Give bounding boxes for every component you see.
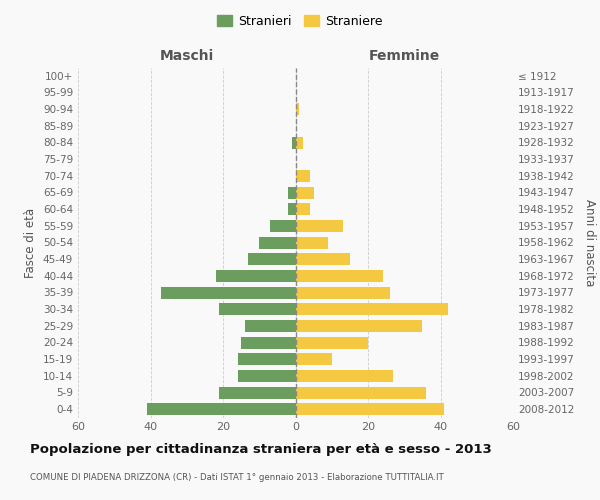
Bar [296,203,310,215]
Bar [288,203,296,215]
Bar [220,386,296,398]
Text: COMUNE DI PIADENA DRIZZONA (CR) - Dati ISTAT 1° gennaio 2013 - Elaborazione TUTT: COMUNE DI PIADENA DRIZZONA (CR) - Dati I… [30,472,444,482]
Bar [292,136,296,148]
Bar [296,286,390,298]
Bar [296,103,299,115]
Bar [296,236,328,248]
Bar [245,320,296,332]
Bar [238,370,296,382]
Bar [248,253,296,265]
Bar [220,303,296,315]
Bar [288,186,296,198]
Bar [296,136,303,148]
Bar [296,303,448,315]
Bar [296,403,444,415]
Bar [296,170,310,182]
Bar [296,336,368,348]
Text: Popolazione per cittadinanza straniera per età e sesso - 2013: Popolazione per cittadinanza straniera p… [30,442,492,456]
Bar [238,353,296,365]
Bar [296,370,394,382]
Bar [296,320,422,332]
Bar [161,286,296,298]
Bar [296,186,314,198]
Y-axis label: Anni di nascita: Anni di nascita [583,199,596,286]
Legend: Stranieri, Straniere: Stranieri, Straniere [213,11,387,32]
Bar [296,270,383,282]
Bar [216,270,296,282]
Bar [296,253,350,265]
Bar [296,353,332,365]
Bar [241,336,296,348]
Y-axis label: Fasce di età: Fasce di età [25,208,37,278]
Bar [296,386,426,398]
Bar [296,220,343,232]
Bar [147,403,296,415]
Bar [259,236,296,248]
Bar [270,220,296,232]
